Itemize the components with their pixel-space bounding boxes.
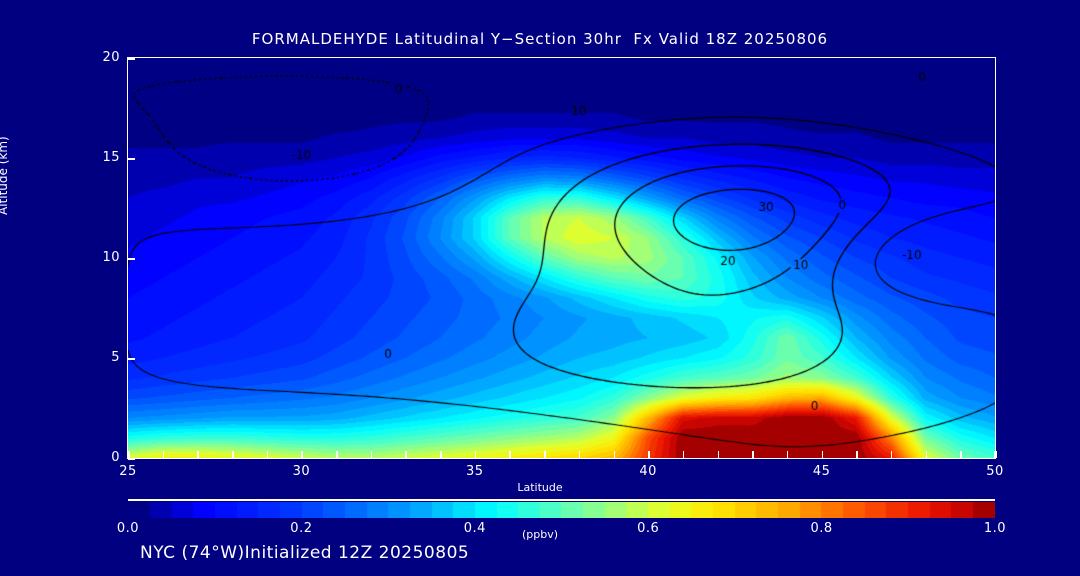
x-axis-tick-mark bbox=[370, 451, 373, 458]
colorbar-tick-label: 0.6 bbox=[637, 521, 660, 536]
x-axis-tick-mark bbox=[613, 451, 616, 458]
colorbar bbox=[128, 502, 995, 518]
colorbar-tick-label: 0.4 bbox=[463, 521, 486, 536]
page-title: FORMALDEHYDE Latitudinal Y−Section 30hr … bbox=[251, 30, 829, 48]
x-axis-tick-mark bbox=[960, 451, 962, 458]
x-axis-label: Latitude bbox=[517, 481, 563, 494]
colorbar-units-label: (ppbv) bbox=[521, 528, 559, 541]
x-axis-tick-mark bbox=[336, 451, 338, 458]
x-axis-tick-mark bbox=[128, 451, 130, 458]
y-axis-tick-mark bbox=[128, 58, 135, 60]
x-axis-tick-label: 50 bbox=[986, 464, 1004, 479]
x-axis-tick-label: 35 bbox=[466, 464, 484, 479]
x-axis-tick-mark bbox=[474, 451, 477, 458]
x-axis-tick-mark bbox=[509, 451, 511, 458]
x-axis-tick-mark bbox=[786, 451, 789, 458]
x-axis-tick-mark bbox=[544, 451, 546, 458]
x-axis-tick-mark bbox=[266, 451, 269, 458]
y-axis-label: Altitude (km) bbox=[0, 136, 10, 215]
colorbar-tick-label: 1.0 bbox=[983, 521, 1007, 536]
y-axis-tick-label: 15 bbox=[102, 150, 120, 165]
x-axis-tick-mark bbox=[440, 451, 442, 458]
x-axis-tick-label: 40 bbox=[639, 464, 657, 479]
y-axis-tick-mark bbox=[128, 258, 135, 260]
x-axis-tick-mark bbox=[197, 451, 199, 458]
x-axis-tick-mark bbox=[925, 451, 928, 458]
x-axis-tick-label: 45 bbox=[812, 464, 831, 479]
x-axis-tick-mark bbox=[648, 451, 650, 458]
x-axis-tick-label: 30 bbox=[292, 464, 311, 479]
x-axis-tick-mark bbox=[890, 451, 893, 458]
y-axis-tick-mark bbox=[128, 158, 135, 160]
colorbar-top-rule bbox=[128, 499, 995, 501]
contour-overlay-canvas bbox=[128, 58, 995, 458]
plot-area bbox=[128, 58, 995, 458]
x-axis-tick-label: 25 bbox=[119, 464, 137, 479]
colorbar-tick-label: 0.8 bbox=[810, 521, 833, 536]
x-axis-tick-mark bbox=[162, 451, 165, 458]
y-axis-tick-label: 0 bbox=[111, 450, 120, 465]
colorbar-tick-label: 0.2 bbox=[290, 521, 313, 536]
x-axis-tick-mark bbox=[301, 451, 303, 458]
x-axis-tick-mark bbox=[232, 451, 234, 458]
x-axis-tick-mark bbox=[752, 451, 754, 458]
x-axis-tick-mark bbox=[995, 451, 997, 458]
x-axis-tick-mark bbox=[717, 451, 720, 458]
y-axis-tick-label: 10 bbox=[102, 250, 120, 265]
x-axis-tick-mark bbox=[578, 451, 581, 458]
y-axis-tick-mark bbox=[128, 458, 135, 460]
x-axis-tick-mark bbox=[682, 451, 685, 458]
x-axis-tick-mark bbox=[993, 451, 995, 458]
x-axis-tick-mark bbox=[821, 451, 824, 458]
y-axis-tick-mark bbox=[128, 358, 135, 360]
footer-caption: NYC (74°W)Initialized 12Z 20250805 bbox=[140, 543, 470, 563]
x-axis-tick-mark bbox=[856, 451, 858, 458]
y-axis-tick-label: 5 bbox=[111, 350, 120, 365]
colorbar-gradient bbox=[128, 502, 995, 518]
colorbar-tick-label: 0.0 bbox=[116, 521, 140, 536]
y-axis-tick-label: 20 bbox=[102, 50, 120, 65]
x-axis-tick-mark bbox=[405, 451, 407, 458]
